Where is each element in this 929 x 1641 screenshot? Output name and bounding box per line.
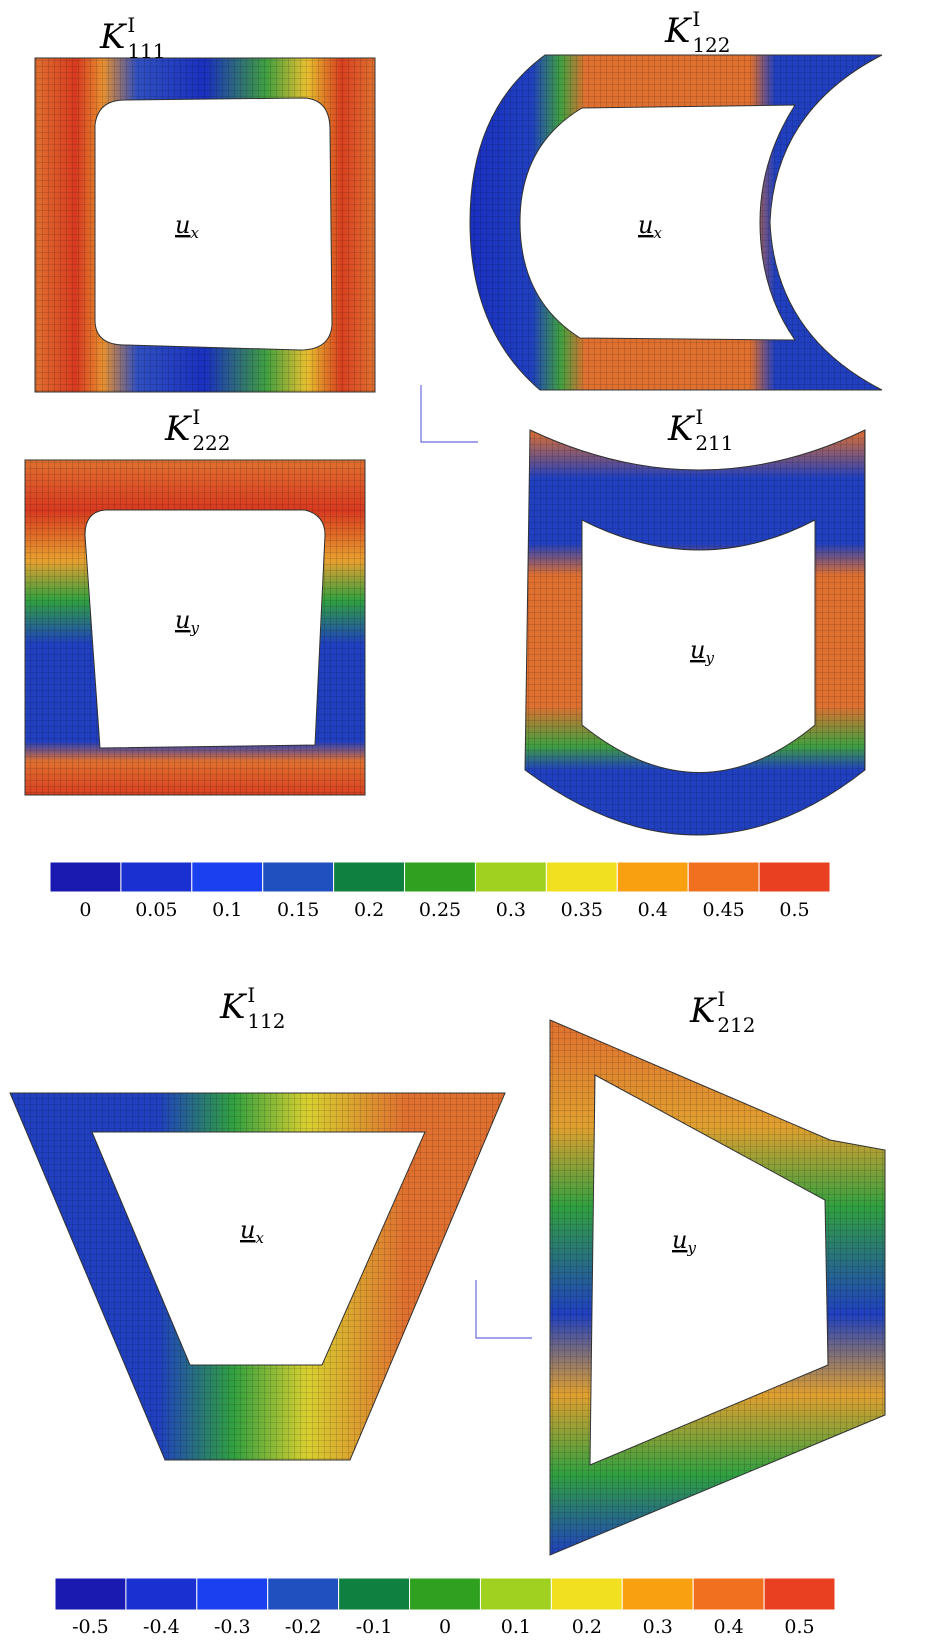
label-sub: x: [653, 224, 662, 242]
panel-title: K I 211: [667, 405, 734, 455]
colorbar-label: 0.4: [714, 1616, 744, 1638]
colorbar-segment: [333, 861, 406, 893]
title-base: K: [689, 991, 718, 1031]
colorbar-label: 0.5: [784, 1616, 814, 1638]
colorbar-segment: [409, 1577, 481, 1611]
colorbar-label: 0.5: [779, 899, 809, 921]
label-base: u: [240, 1216, 255, 1244]
title-sup: I: [247, 983, 255, 1007]
colorbar-segment: [550, 1577, 623, 1611]
colorbar-segment: [262, 861, 335, 893]
title-sup: I: [127, 13, 135, 37]
title-sub: 111: [127, 39, 165, 63]
title-sup: I: [695, 405, 703, 429]
panel-title: K I 212: [689, 987, 756, 1037]
colorbar-segment: [763, 1577, 836, 1611]
colorbar-segment: [120, 861, 193, 893]
panel-title: K I 111: [99, 13, 166, 63]
title-sup: I: [192, 405, 200, 429]
panel-mesh: [24, 459, 366, 796]
title-sub: 212: [717, 1013, 755, 1037]
panel-mesh: [549, 1019, 886, 1556]
field-label: ux: [638, 211, 662, 242]
colorbar-segment: [474, 861, 547, 893]
title-base: K: [664, 11, 693, 51]
panel-title: K I 222: [164, 405, 231, 455]
field-label: uy: [672, 1226, 696, 1257]
panel-mesh: [34, 57, 376, 393]
colorbar-segment: [49, 861, 122, 893]
field-label: uy: [175, 606, 199, 637]
title-sup: I: [717, 987, 725, 1011]
colorbar-segment: [267, 1577, 340, 1611]
colorbar-label: 0.1: [212, 899, 242, 921]
colorbar-label: 0: [79, 899, 91, 921]
axis-icon: [475, 1280, 532, 1339]
label-base: u: [690, 636, 705, 664]
title-base: K: [99, 17, 128, 57]
label-base: u: [175, 606, 190, 634]
panel-mesh: [524, 429, 866, 836]
colorbar-segment: [338, 1577, 411, 1611]
label-sub: x: [255, 1229, 264, 1247]
colorbar-label: 0.1: [501, 1616, 531, 1638]
field-label: uy: [690, 636, 714, 667]
colorbar-segment: [479, 1577, 552, 1611]
panel-mesh: [469, 54, 883, 391]
colorbar-label: 0.4: [638, 899, 668, 921]
colorbar-label: 0: [439, 1616, 451, 1638]
colorbar-segment: [692, 1577, 765, 1611]
colorbar-segment: [687, 861, 760, 893]
panel-mesh: [9, 1092, 506, 1461]
title-sub: 211: [695, 431, 733, 455]
axis-icon: [420, 385, 478, 443]
colorbar-label: -0.2: [285, 1616, 322, 1638]
field-label: ux: [175, 211, 199, 242]
colorbar-label: -0.1: [356, 1616, 393, 1638]
colorbar-label: 0.45: [702, 899, 744, 921]
colorbar-segment: [196, 1577, 269, 1611]
field-label: ux: [240, 1216, 264, 1247]
title-base: K: [667, 409, 696, 449]
label-base: u: [672, 1226, 687, 1254]
colorbar-label: 0.25: [419, 899, 461, 921]
label-sub: x: [190, 224, 199, 242]
colorbar-label: 0.2: [354, 899, 384, 921]
colorbar-segment: [54, 1577, 127, 1611]
colorbar-label: 0.15: [277, 899, 319, 921]
title-base: K: [164, 409, 193, 449]
colorbar-label: 0.3: [643, 1616, 673, 1638]
label-sub: y: [189, 619, 199, 637]
label-base: u: [638, 211, 653, 239]
colorbar-label: 0.3: [496, 899, 526, 921]
colorbar-segment: [404, 861, 476, 893]
panel-title: K I 112: [219, 983, 286, 1033]
colorbar-label: 0.05: [135, 899, 177, 921]
title-sub: 112: [247, 1009, 285, 1033]
label-base: u: [175, 211, 190, 239]
colorbar-label: -0.3: [214, 1616, 251, 1638]
colorbar-segment: [758, 861, 831, 893]
colorbar-segment: [125, 1577, 198, 1611]
panel-title: K I 122: [664, 7, 731, 57]
colorbar-label: 0.2: [572, 1616, 602, 1638]
colorbar-label: 0.35: [561, 899, 603, 921]
title-sub: 122: [692, 33, 730, 57]
label-sub: y: [686, 1239, 696, 1257]
colorbar-label: -0.4: [143, 1616, 180, 1638]
colorbar-segment: [621, 1577, 694, 1611]
title-base: K: [219, 987, 248, 1027]
colorbar-segment: [545, 861, 618, 893]
label-sub: y: [704, 649, 714, 667]
title-sup: I: [692, 7, 700, 31]
colorbar-label: -0.5: [72, 1616, 109, 1638]
colorbar-segment: [616, 861, 689, 893]
title-sub: 222: [192, 431, 230, 455]
colorbar-segment: [191, 861, 264, 893]
